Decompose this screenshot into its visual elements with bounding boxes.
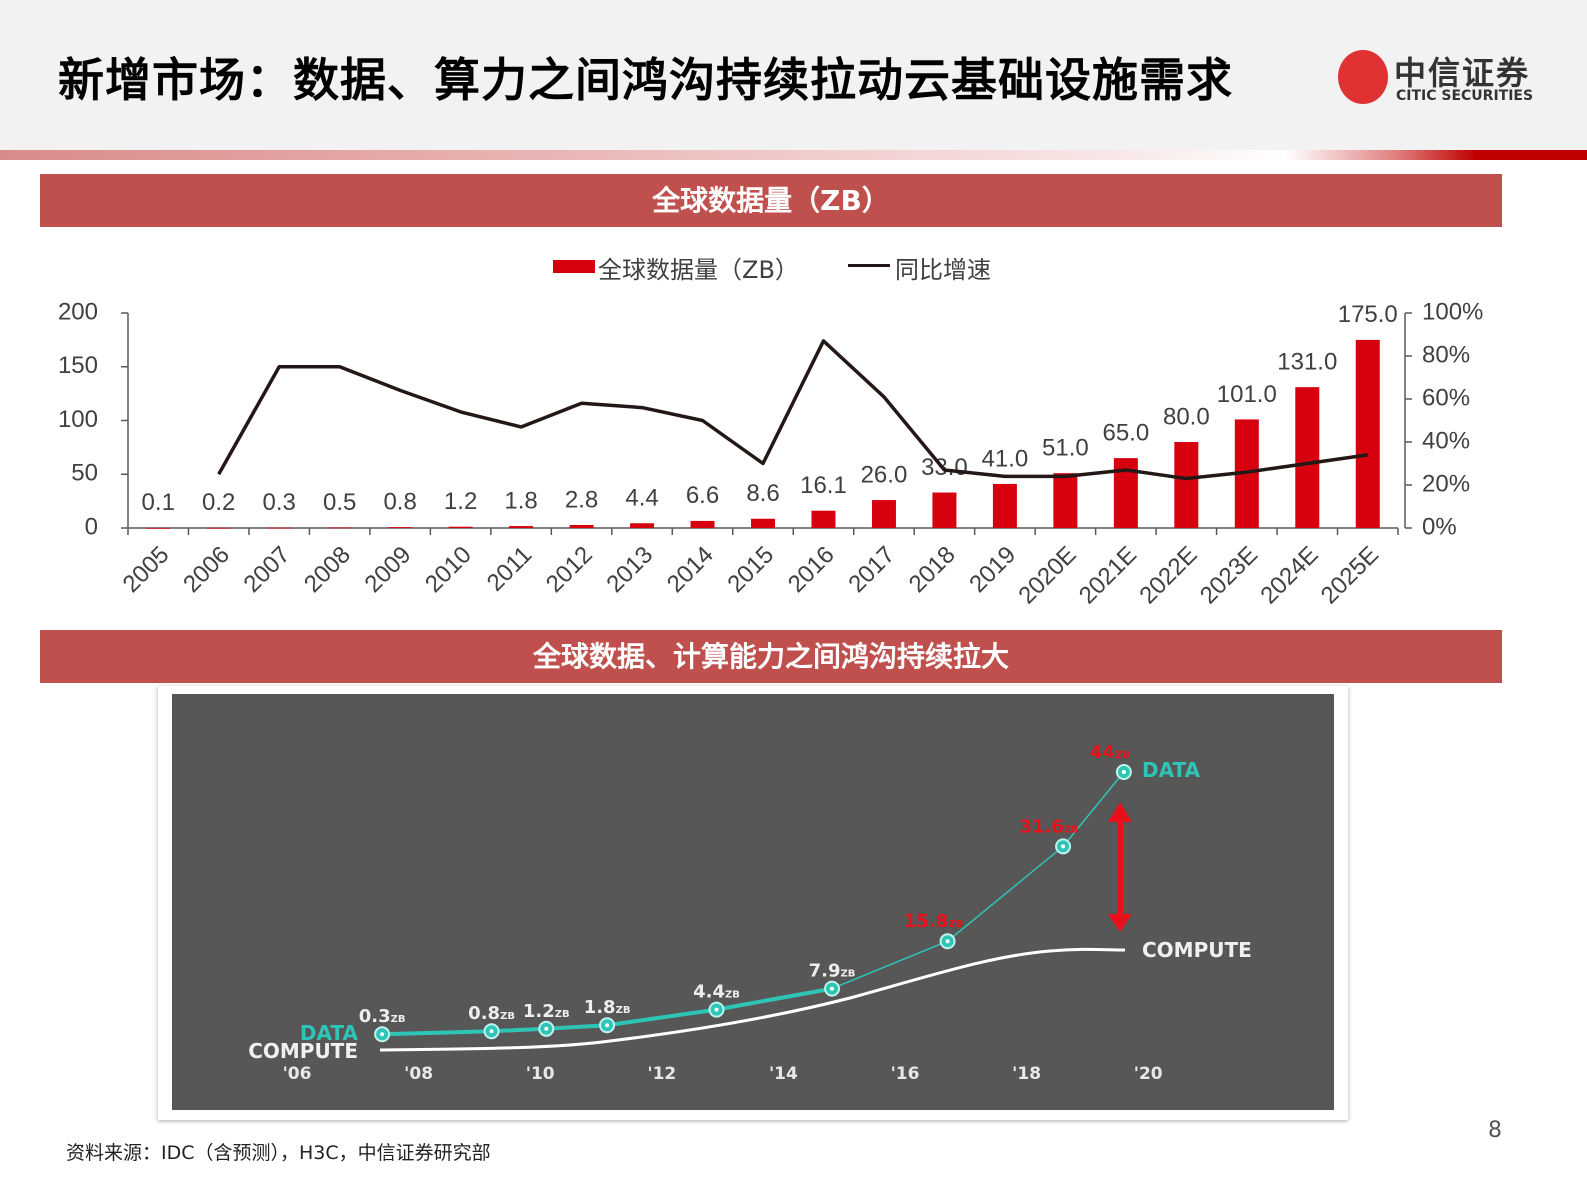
bar — [206, 527, 231, 529]
header-divider — [0, 150, 1587, 160]
bar — [388, 527, 413, 528]
bar — [751, 518, 775, 528]
x-axis-tick-label: 2011 — [482, 541, 538, 597]
bar-data-label: 8.6 — [746, 480, 779, 507]
bar — [327, 527, 352, 529]
growth-rate-line — [217, 339, 1369, 481]
x-axis-tick-label: 2013 — [601, 541, 658, 598]
x-axis-tick-label: 2020E — [1013, 541, 1081, 609]
x-axis-tick-label: 2016 — [783, 541, 840, 598]
figure-background — [172, 694, 1334, 1110]
bar-data-label: 26.0 — [861, 461, 908, 488]
bar — [448, 526, 473, 528]
logo-text-en: CITIC SECURITIES — [1396, 88, 1534, 104]
bar — [1234, 419, 1259, 528]
source-note: 资料来源：IDC（含预测），H3C，中信证券研究部 — [66, 1142, 491, 1164]
bar-data-label: 0.8 — [383, 488, 416, 515]
page-title: 新增市场：数据、算力之间鸿沟持续拉动云基础设施需求 — [58, 53, 1233, 107]
x-axis-tick-label: 2010 — [420, 541, 477, 598]
bar — [871, 500, 896, 528]
bar — [1295, 387, 1320, 528]
x-axis-tick-label: 2021E — [1074, 541, 1142, 609]
bar-data-label: 1.8 — [504, 487, 537, 514]
x-axis-tick-label: 2009 — [360, 541, 417, 598]
x-axis-tick-label: 2007 — [239, 541, 296, 598]
left-axis-tick-label: 200 — [58, 298, 98, 325]
bar — [1113, 458, 1138, 528]
section-banner-bottom: 全球数据、计算能力之间鸿沟持续拉大 — [40, 630, 1502, 683]
section-banner-top: 全球数据量（ZB） — [40, 174, 1502, 227]
bar-data-label: 33.0 — [921, 454, 968, 481]
x-axis-tick-label: 2022E — [1134, 541, 1202, 609]
left-axis-tick-label: 100 — [58, 406, 98, 433]
logo-text-cn: 中信证券 — [1394, 54, 1531, 92]
bar — [992, 483, 1017, 528]
x-axis-tick-label: 2017 — [843, 541, 900, 598]
right-axis-tick-label: 20% — [1422, 470, 1470, 497]
x-axis-tick-label: 2023E — [1195, 541, 1263, 609]
bar — [267, 527, 292, 529]
bar — [1053, 473, 1078, 528]
data-compute-gap-figure — [158, 686, 1348, 1120]
x-axis-tick-label: 2012 — [541, 541, 598, 598]
left-axis-tick-label: 50 — [71, 460, 98, 487]
bar-data-label: 41.0 — [982, 445, 1029, 472]
bar-data-label: 6.6 — [686, 482, 719, 509]
right-axis-tick-label: 60% — [1422, 384, 1470, 411]
x-axis-tick-label: 2018 — [904, 541, 961, 598]
bar-data-label: 51.0 — [1042, 435, 1089, 462]
x-axis-tick-label: 2025E — [1316, 541, 1384, 609]
legend-line-label: 同比增速 — [895, 256, 991, 284]
bar-data-label: 131.0 — [1277, 349, 1337, 376]
x-axis-tick-label: 2015 — [722, 541, 779, 598]
left-axis-tick-label: 0 — [85, 513, 98, 540]
bar-data-label: 2.8 — [565, 486, 598, 513]
x-axis-tick-label: 2006 — [178, 541, 235, 598]
bar-data-label: 0.2 — [202, 489, 235, 516]
citic-logo: 中信证券 CITIC SECURITIES — [1338, 48, 1548, 110]
bar — [690, 520, 715, 528]
bar-data-label: 0.5 — [323, 489, 356, 516]
bar — [509, 526, 534, 528]
legend-bar-swatch — [553, 260, 595, 273]
x-axis-tick-label: 2005 — [118, 541, 175, 598]
legend-line-swatch — [848, 264, 890, 267]
bar-data-label: 0.3 — [263, 489, 296, 516]
bar — [569, 524, 594, 528]
bar-data-label: 16.1 — [800, 472, 847, 499]
right-axis-tick-label: 0% — [1422, 513, 1457, 540]
left-axis-tick-label: 150 — [58, 352, 98, 379]
bar-data-label: 101.0 — [1217, 381, 1277, 408]
slide-header: 新增市场：数据、算力之间鸿沟持续拉动云基础设施需求 — [0, 0, 1587, 150]
x-axis-tick-label: 2008 — [299, 541, 356, 598]
bar-data-label: 80.0 — [1163, 403, 1210, 430]
right-axis-tick-label: 100% — [1422, 298, 1483, 325]
bar — [1174, 442, 1199, 528]
bar-data-label: 4.4 — [625, 485, 658, 512]
bar — [630, 523, 655, 528]
x-axis-tick-label: 2014 — [662, 541, 719, 598]
legend-bar-label: 全球数据量（ZB） — [598, 256, 799, 284]
bar-data-label: 65.0 — [1102, 419, 1149, 446]
right-axis-tick-label: 80% — [1422, 341, 1470, 368]
bar-data-label: 1.2 — [444, 488, 477, 515]
bar-data-label: 175.0 — [1338, 301, 1398, 328]
x-axis-tick-label: 2024E — [1255, 541, 1323, 609]
bar-data-label: 0.1 — [142, 489, 175, 516]
page-number: 8 — [1488, 1118, 1502, 1143]
x-axis-tick-label: 2019 — [964, 541, 1021, 598]
bar — [932, 492, 957, 528]
bar — [811, 510, 836, 528]
right-axis-tick-label: 40% — [1422, 427, 1470, 454]
bar — [146, 527, 171, 529]
bar — [1355, 339, 1380, 528]
citic-emblem-icon — [1338, 50, 1388, 104]
